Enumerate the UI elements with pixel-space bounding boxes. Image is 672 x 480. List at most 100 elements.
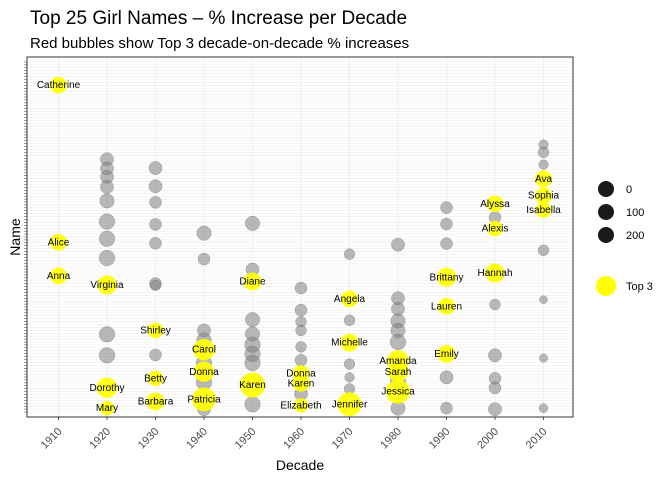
grey-bubble [440, 217, 453, 231]
grey-bubble [539, 295, 548, 304]
highlight-bubble [293, 398, 309, 413]
bubble-label: Mary [96, 403, 118, 414]
bubble-label: Michelle [331, 338, 368, 349]
x-axis-ticks: 1910 1920 1930 1940 1950 1960 1970 1980 1990 2000… [39, 417, 550, 451]
legend-size-label-0: 0 [626, 184, 632, 196]
bubble-label: Jessica [381, 387, 415, 398]
bubble-label: Karen [288, 378, 315, 389]
grey-bubble [98, 326, 116, 343]
bubble-label: Barbara [138, 397, 174, 408]
bubble-label: Elizabeth [280, 400, 321, 411]
grey-bubble [149, 218, 162, 231]
grey-bubble [439, 370, 454, 385]
grey-bubble [149, 196, 162, 209]
grey-bubble [98, 249, 116, 267]
highlight-bubble [438, 297, 455, 315]
grey-bubble [488, 381, 502, 395]
x-tick-label: 1960 [281, 426, 307, 452]
grey-bubble [98, 230, 116, 247]
x-tick-label: 1910 [39, 426, 65, 452]
bubble-label: Sarah [385, 367, 412, 378]
grey-bubble [343, 248, 356, 260]
grey-bubble [538, 159, 549, 170]
highlight-bubble [485, 263, 505, 283]
highlight-bubble [239, 372, 266, 398]
grey-bubble [389, 333, 407, 351]
bubble-label: Donna [189, 367, 219, 378]
bubble-label: Alexis [482, 224, 509, 235]
grey-bubble [440, 201, 453, 214]
grey-bubble [343, 314, 356, 326]
bubble-label: Dorothy [89, 383, 124, 394]
y-axis-title: Name [7, 218, 23, 256]
grey-bubble [294, 303, 308, 317]
grey-bubble [537, 244, 550, 256]
highlight-bubble [192, 387, 216, 412]
grey-bubble [539, 353, 548, 363]
bubble-label: Hannah [477, 268, 512, 279]
x-tick-label: 1950 [233, 426, 259, 452]
bubble-label: Sophia [528, 191, 560, 202]
bubble-label: Emily [434, 349, 458, 360]
x-tick-label: 2010 [524, 426, 550, 452]
grey-bubble [100, 180, 114, 194]
x-tick-label: 1940 [184, 426, 210, 452]
grey-bubble [295, 324, 307, 337]
highlight-bubble [486, 195, 504, 213]
highlight-bubble [341, 290, 358, 308]
legend-size-circle-1 [598, 204, 614, 220]
bubble-label: Alice [48, 237, 70, 248]
highlight-bubble [50, 76, 67, 94]
bubble-label: Amanda [379, 356, 417, 367]
bubble-label: Jennifer [332, 399, 368, 410]
highlight-bubble [97, 275, 117, 295]
highlight-bubble [193, 338, 215, 361]
grey-bubble [488, 348, 502, 363]
grey-bubble [196, 225, 212, 241]
grey-bubble [245, 312, 260, 328]
highlight-bubble [386, 379, 410, 404]
bubble-label: Lauren [431, 301, 462, 312]
bubble-label: Shirley [140, 325, 171, 336]
bubble-label: Patricia [187, 394, 221, 405]
highlight-bubble [147, 370, 164, 387]
highlight-bubble [243, 272, 262, 291]
y-axis-ticks [24, 61, 27, 413]
legend-size-circle-0 [598, 181, 614, 197]
x-tick-label: 1920 [87, 426, 113, 452]
grey-bubble [99, 193, 115, 209]
bubble-label: Donna [286, 369, 316, 380]
chart-title: Top 25 Girl Names – % Increase per Decad… [30, 8, 407, 29]
grey-bubble [197, 252, 211, 266]
grey-bubble [537, 146, 550, 158]
highlight-bubbles [50, 76, 552, 417]
grey-bubble [295, 341, 307, 353]
grey-bubble [489, 298, 501, 311]
grey-bubble [344, 372, 355, 383]
bubble-label: Catherine [37, 80, 81, 91]
x-axis-title: Decade [276, 457, 324, 473]
grey-bubble [149, 279, 162, 291]
x-tick-label: 1990 [427, 426, 453, 452]
highlight-bubble [147, 322, 164, 339]
grey-bubble [149, 348, 162, 362]
bubble-label: Anna [47, 271, 71, 282]
highlight-bubble [337, 392, 362, 417]
bubble-labels: Catherine Alice Anna Virginia Dorothy Mary Shi… [37, 80, 561, 414]
bubble-label: Carol [192, 345, 216, 356]
grey-bubble [488, 402, 502, 417]
grey-bubble [538, 403, 549, 413]
highlight-bubble [535, 202, 552, 218]
bubble-label: Betty [144, 373, 167, 384]
grey-bubble [343, 358, 356, 370]
grey-bubble [294, 353, 308, 367]
grey-bubble [98, 347, 116, 364]
grey-bubble [148, 179, 163, 194]
highlight-bubble [292, 374, 310, 392]
x-tick-label: 1970 [330, 426, 356, 452]
legend-top3-circle [596, 276, 616, 296]
grey-bubble [149, 237, 162, 250]
grey-bubble [440, 237, 453, 250]
grey-bubble [98, 213, 116, 230]
